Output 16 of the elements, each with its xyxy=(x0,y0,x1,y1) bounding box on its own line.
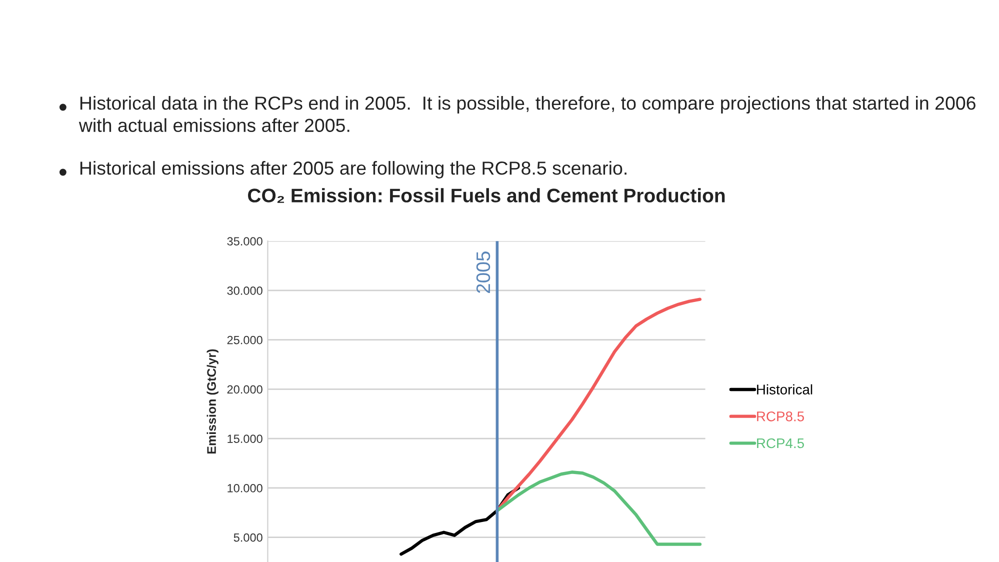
y-tick-label: 15.000 xyxy=(228,434,262,443)
chart-title: CO₂ Emission: Fossil Fuels and Cement Production xyxy=(248,188,725,203)
line-series xyxy=(496,470,702,546)
legend-label: RCP4.5 xyxy=(757,438,804,448)
y-tick-label: 30.000 xyxy=(227,286,262,295)
y-axis-title: Emission (GtC/yr) xyxy=(206,349,218,454)
text: Historical data in the RCPs end in 2005. It is possible, therefore, to compare projections that started in 2006 with actual emissions after 2005. xyxy=(78,96,976,132)
y-tick-label: 25.000 xyxy=(227,336,262,344)
text: 2005 xyxy=(476,252,490,293)
y-tick-label: 35.000 xyxy=(227,237,262,246)
legend-label: Historical xyxy=(757,384,812,394)
legend-label: RCP8.5 xyxy=(757,411,804,422)
y-tick-label: 5.000 xyxy=(234,533,262,542)
text: Historical emissions after 2005 are following the RCP8.5 scenario. xyxy=(80,161,626,178)
y-tick-label: 20.000 xyxy=(227,385,262,394)
y-tick-label: 10.000 xyxy=(228,484,262,492)
